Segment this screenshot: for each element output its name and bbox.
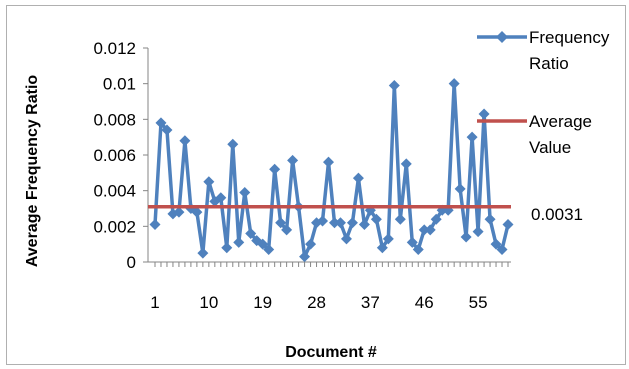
data-point (203, 176, 215, 188)
data-point (233, 236, 245, 248)
data-point (227, 138, 239, 150)
data-point (424, 224, 436, 236)
data-point (149, 219, 161, 231)
data-point (376, 242, 388, 254)
data-point (400, 158, 412, 170)
data-point (245, 227, 257, 239)
average-value-label: 0.0031 (531, 205, 583, 224)
y-tick-label: 0.004 (93, 182, 136, 201)
data-point (460, 231, 472, 243)
data-point (448, 78, 460, 90)
x-tick-label: 28 (307, 293, 326, 312)
legend-frequency-label-2: Ratio (529, 54, 569, 73)
data-point (215, 192, 227, 204)
x-tick-label: 1 (150, 293, 159, 312)
frequency-ratio-series (149, 78, 514, 263)
y-tick-label: 0.01 (103, 75, 136, 94)
y-tick-label: 0.012 (93, 39, 136, 58)
data-point (346, 217, 358, 229)
y-axis (143, 47, 149, 263)
data-point (418, 224, 430, 236)
data-point (269, 163, 281, 175)
data-point (239, 186, 251, 198)
data-point (382, 233, 394, 245)
legend: Frequency Ratio Average Value 0.0031 (477, 28, 610, 224)
data-point (478, 108, 490, 120)
data-point (317, 215, 329, 227)
data-point (287, 154, 299, 166)
data-point (334, 217, 346, 229)
y-tick-label: 0.006 (93, 146, 136, 165)
y-tick-label: 0.008 (93, 110, 136, 129)
x-tick-label: 46 (415, 293, 434, 312)
data-point (358, 219, 370, 231)
y-axis-title: Average Frequency Ratio (24, 75, 41, 268)
data-point (388, 79, 400, 91)
data-point (430, 213, 442, 225)
data-point (406, 236, 418, 248)
data-point (191, 206, 203, 218)
legend-frequency-label-1: Frequency (529, 28, 610, 47)
data-point (299, 251, 311, 263)
x-tick-label: 55 (469, 293, 488, 312)
y-tick-labels: 0 0.002 0.004 0.006 0.008 0.01 0.012 (93, 39, 136, 272)
data-point (281, 224, 293, 236)
data-point (502, 219, 514, 231)
chart: 0 0.002 0.004 0.006 0.008 0.01 0.012 1 10 19 28 37… (24, 28, 610, 361)
data-point (484, 213, 496, 225)
data-point (305, 238, 317, 250)
x-tick-labels: 1 10 19 28 37 46 55 (150, 293, 487, 312)
x-axis (148, 261, 511, 267)
x-tick-label: 10 (199, 293, 218, 312)
data-point (263, 244, 275, 256)
data-point (454, 183, 466, 195)
data-point (370, 213, 382, 225)
x-tick-label: 19 (253, 293, 272, 312)
data-point (394, 213, 406, 225)
data-point (155, 117, 167, 129)
chart-frame: 0 0.002 0.004 0.006 0.008 0.01 0.012 1 10 19 28 37… (6, 5, 626, 365)
data-point (323, 156, 335, 168)
data-point (221, 242, 233, 254)
data-point (352, 172, 364, 184)
legend-average-label-2: Value (529, 138, 571, 157)
data-point (161, 124, 173, 136)
legend-frequency-swatch-marker (496, 31, 508, 43)
data-point (197, 247, 209, 259)
data-point (275, 217, 287, 229)
y-tick-label: 0 (127, 253, 136, 272)
frequency-ratio-line (153, 81, 510, 259)
y-tick-label: 0.002 (93, 217, 136, 236)
data-point (472, 226, 484, 238)
data-point (466, 131, 478, 143)
data-point (412, 244, 424, 256)
data-point (496, 244, 508, 256)
data-point (179, 135, 191, 147)
x-tick-label: 37 (361, 293, 380, 312)
legend-average-label-1: Average (529, 112, 592, 131)
data-point (340, 233, 352, 245)
data-point (173, 206, 185, 218)
x-axis-title: Document # (285, 344, 377, 361)
data-point (490, 238, 502, 250)
data-point (257, 238, 269, 250)
data-point (328, 217, 340, 229)
